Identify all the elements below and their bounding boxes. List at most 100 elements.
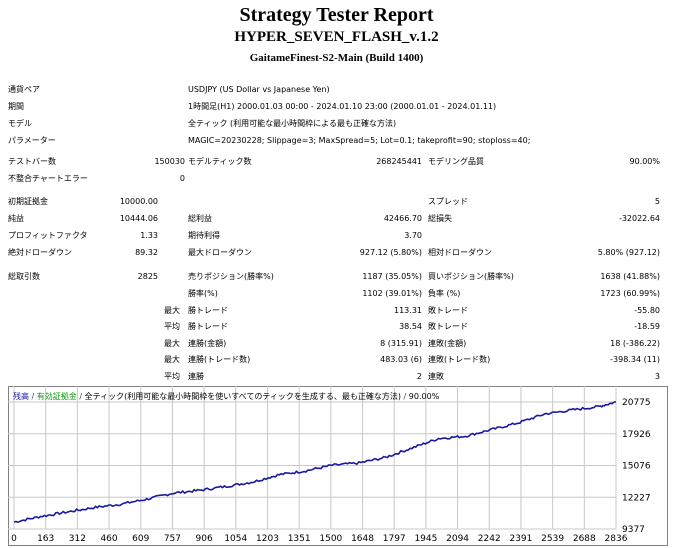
model-label: モデル: [8, 119, 32, 128]
x-tick-label: 1945: [414, 534, 437, 544]
profit-trades-value: 1102 (39.01%): [362, 289, 422, 298]
profit-trades-label: 勝率(%): [188, 289, 218, 298]
x-tick-label: 2836: [605, 534, 628, 544]
x-tick-label: 0: [11, 534, 17, 544]
ticks-label: モデルティック数: [188, 157, 252, 166]
bars-label: テストバー数: [8, 157, 56, 166]
gross-profit-label: 総利益: [188, 214, 212, 223]
max-consecutive-amount-loss-value: -398.34 (11): [610, 355, 660, 364]
max-consecutive-win-value: 8 (315.91): [380, 339, 422, 348]
deposit-value: 10000.00: [119, 197, 158, 206]
server-build: GaitameFinest-S2-Main (Build 1400): [249, 52, 424, 64]
x-tick-label: 1351: [288, 534, 311, 544]
short-positions-label: 売りポジション(勝率%): [188, 272, 274, 281]
average-consecutive-win-label: 連勝: [188, 372, 204, 381]
profit-factor-label: プロフィットファクタ: [8, 231, 88, 240]
report-title: Strategy Tester Report: [239, 4, 434, 26]
expected-payoff-value: 3.70: [404, 231, 422, 240]
max-consecutive-amount-loss-label: 連敗(トレード数): [428, 355, 491, 364]
y-tick-label: 12227: [622, 493, 651, 503]
loss-trades-value: 1723 (60.99%): [600, 289, 660, 298]
legend-separator: /: [403, 392, 407, 401]
balance-chart: 20775 17926 15076 12227 9377 0 163 312 460 609 75…: [8, 386, 668, 546]
average-label: 平均: [164, 322, 180, 331]
total-trades-label: 総取引数: [8, 272, 40, 281]
max-consecutive-win-label: 連勝(金額): [188, 339, 227, 348]
x-tick-label: 312: [69, 534, 86, 544]
max-consecutive-label: 最大: [164, 339, 180, 348]
y-tick-label: 15076: [622, 462, 651, 472]
largest-win-value: 113.31: [394, 306, 422, 315]
bars-value: 150030: [154, 157, 185, 166]
rel-drawdown-value: 5.80% (927.12): [597, 248, 660, 257]
x-tick-label: 163: [37, 534, 54, 544]
quality-value: 90.00%: [629, 157, 660, 166]
legend-balance: 残高: [13, 392, 29, 401]
chart-legend: 残高 / 有効証拠金 / 全ティック(利用可能な最小時間枠を使いすべてのティック…: [13, 391, 439, 402]
x-tick-label: 1054: [224, 534, 247, 544]
max-consecutive-amount-label: 最大: [164, 355, 180, 364]
rel-drawdown-label: 相対ドローダウン: [428, 248, 492, 257]
y-tick-label: 20775: [622, 398, 651, 408]
legend-equity: 有効証拠金: [36, 392, 77, 401]
abs-drawdown-label: 絶対ドローダウン: [8, 248, 72, 257]
symbol-label: 通貨ペア: [8, 85, 40, 94]
max-drawdown-label: 最大ドローダウン: [188, 248, 252, 257]
mismatch-value: 0: [179, 174, 185, 183]
loss-trades-label: 負率 (%): [428, 289, 461, 298]
x-tick-label: 2688: [573, 534, 596, 544]
x-tick-label: 2242: [478, 534, 501, 544]
x-tick-label: 460: [100, 534, 117, 544]
x-tick-label: 609: [132, 534, 149, 544]
short-positions-value: 1187 (35.05%): [362, 272, 422, 281]
average-consecutive-label: 平均: [164, 372, 180, 381]
legend-separator: /: [31, 392, 35, 401]
max-consecutive-loss-value: 18 (-386.22): [610, 339, 660, 348]
spread-label: スプレッド: [428, 197, 468, 206]
gross-profit-value: 42466.70: [383, 214, 422, 223]
x-tick-label: 2539: [541, 534, 564, 544]
max-consecutive-loss-label: 連敗(金額): [428, 339, 467, 348]
x-tick-label: 1500: [319, 534, 342, 544]
x-tick-label: 2094: [446, 534, 469, 544]
average-win-label: 勝トレード: [188, 322, 228, 331]
average-consecutive-loss-value: 3: [654, 372, 660, 381]
x-tick-label: 1648: [351, 534, 374, 544]
average-consecutive-loss-label: 連敗: [428, 372, 444, 381]
model-value: 全ティック (利用可能な最小時間枠による最も正確な方法): [188, 119, 397, 128]
x-tick-label: 906: [196, 534, 213, 544]
max-consecutive-amount-win-value: 483.03 (6): [380, 355, 422, 364]
gross-loss-label: 総損失: [428, 214, 452, 223]
balance-line: [13, 401, 617, 524]
average-win-value: 38.54: [399, 322, 422, 331]
long-positions-label: 買いポジション(勝率%): [428, 272, 514, 281]
period-value: 1時間足(H1) 2000.01.03 00:00 - 2024.01.10 2…: [188, 102, 497, 111]
largest-loss-label: 敗トレード: [428, 306, 468, 315]
x-tick-label: 2391: [509, 534, 532, 544]
largest-label: 最大: [164, 306, 180, 315]
expert-name: HYPER_SEVEN_FLASH_v.1.2: [234, 29, 439, 45]
max-drawdown-value: 927.12 (5.80%): [359, 248, 422, 257]
gross-loss-value: -32022.64: [618, 214, 660, 223]
average-loss-value: -18.59: [634, 322, 660, 331]
x-tick-label: 1203: [256, 534, 279, 544]
legend-model: 全ティック(利用可能な最小時間枠を使いすべてのティックを生成する、最も正確な方法…: [84, 392, 401, 401]
x-tick-label: 757: [164, 534, 181, 544]
mismatch-label: 不整合チャートエラー: [8, 174, 88, 183]
x-tick-label: 1797: [383, 534, 406, 544]
period-label: 期間: [8, 102, 24, 111]
params-value: MAGIC=20230228; Slippage=3; MaxSpread=5;…: [188, 136, 531, 145]
expected-payoff-label: 期待利得: [188, 231, 220, 240]
profit-factor-value: 1.33: [140, 231, 158, 240]
total-trades-value: 2825: [137, 272, 158, 281]
symbol-value: USDJPY (US Dollar vs Japanese Yen): [188, 85, 330, 94]
spread-value: 5: [654, 197, 660, 206]
params-label: パラメーター: [8, 136, 56, 145]
max-consecutive-amount-win-label: 連勝(トレード数): [188, 355, 251, 364]
quality-label: モデリング品質: [428, 157, 484, 166]
average-consecutive-win-value: 2: [416, 372, 422, 381]
y-tick-label: 17926: [622, 430, 651, 440]
average-loss-label: 敗トレード: [428, 322, 468, 331]
largest-win-label: 勝トレード: [188, 306, 228, 315]
net-profit-label: 純益: [8, 214, 24, 223]
